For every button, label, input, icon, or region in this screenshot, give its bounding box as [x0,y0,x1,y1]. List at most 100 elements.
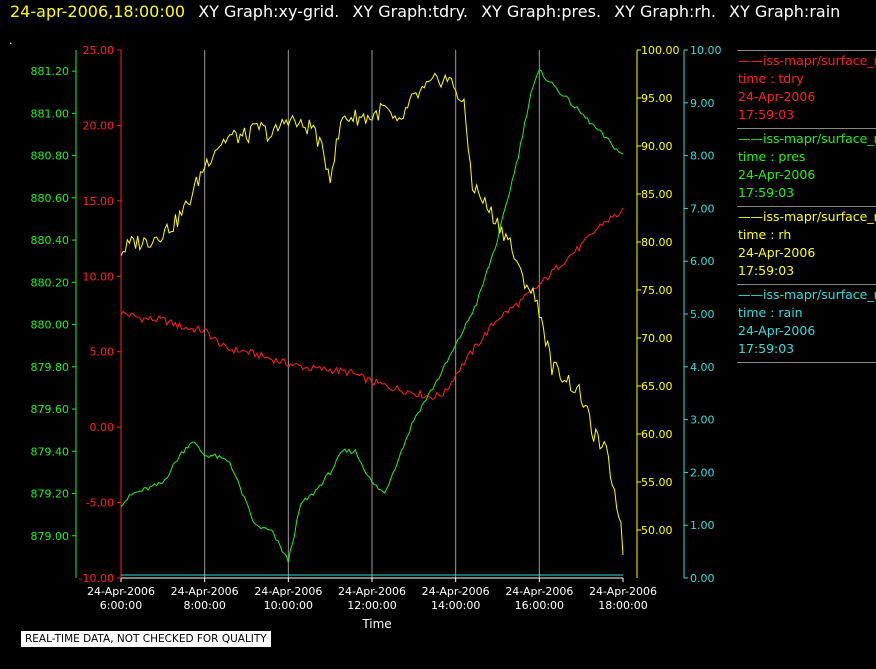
rh-tick-label: 70.00 [641,332,673,345]
x-tick-time: 18:00:00 [598,599,647,612]
legend-variable: time : rain [738,305,803,320]
x-tick-date: 24-Apr-2006 [422,585,490,598]
rh-tick-label: 100.00 [641,44,680,57]
x-tick-time: 12:00:00 [347,599,396,612]
legend-variable: time : pres [738,149,806,164]
legend: ——iss-mapr/surface_m time : tdry 24-Apr-… [737,50,876,363]
rh-tick-label: 55.00 [641,476,673,489]
rain-tick-label: 0.00 [690,572,715,585]
pres-tick-label: 879.60 [31,403,70,416]
legend-date: 24-Apr-2006 [738,245,816,260]
legend-source: ——iss-mapr/surface_m [738,287,876,302]
pres-tick-label: 879.20 [31,488,70,501]
pres-tick-label: 881.20 [31,65,70,78]
rain-tick-label: 1.00 [690,519,715,532]
rain-tick-label: 6.00 [690,255,715,268]
pres-tick-label: 881.00 [31,107,70,120]
pres-tick-label: 880.80 [31,150,70,163]
header-title-xy-grid: XY Graph:xy-grid. [198,2,340,21]
pres-tick-label: 880.40 [31,234,70,247]
pres-series-line [120,69,624,563]
rh-tick-label: 95.00 [641,92,673,105]
pres-tick-label: 879.00 [31,530,70,543]
rain-tick-label: 10.00 [690,44,722,57]
tdry-tick-label: 20.00 [83,119,115,132]
rain-tick-label: 4.00 [690,361,715,374]
tdry-tick-label: -5.00 [86,497,114,510]
legend-time: 17:59:03 [738,263,795,278]
rh-series-line [120,72,624,556]
rh-tick-label: 75.00 [641,284,673,297]
header-datetime: 24-apr-2006,18:00:00 [10,2,186,21]
series-lines [120,69,624,576]
legend-source: ——iss-mapr/surface_m [738,131,876,146]
x-tick-label: 24-Apr-2006 16:00:00 [505,585,573,612]
pres-tick-label: 880.20 [31,276,70,289]
x-tick-time: 6:00:00 [100,599,142,612]
header-title-pres: XY Graph:pres. [481,2,602,21]
tdry-tick-label: 0.00 [90,421,115,434]
header-title-rh: XY Graph:rh. [614,2,716,21]
pres-tick-label: 880.00 [31,319,70,332]
rh-tick-label: 50.00 [641,524,673,537]
grid-lines [204,50,540,578]
legend-time: 17:59:03 [738,341,795,356]
legend-source: ——iss-mapr/surface_m [738,209,876,224]
rh-tick-label: 65.00 [641,380,673,393]
legend-variable: time : tdry [738,71,804,86]
x-tick-date: 24-Apr-2006 [87,585,155,598]
rain-tick-label: 2.00 [690,466,715,479]
x-tick-label: 24-Apr-2006 18:00:00 [589,585,657,612]
legend-entry-tdry: ——iss-mapr/surface_m time : tdry 24-Apr-… [737,50,876,128]
x-tick-label: 24-Apr-2006 14:00:00 [422,585,490,612]
pres-tick-label: 879.40 [31,445,70,458]
x-tick-date: 24-Apr-2006 [338,585,406,598]
rh-tick-label: 60.00 [641,428,673,441]
x-tick-time: 8:00:00 [183,599,225,612]
header-title-rain: XY Graph:rain [729,2,841,21]
x-tick-date: 24-Apr-2006 [254,585,322,598]
tdry-series-line [120,207,624,401]
rh-tick-label: 90.00 [641,140,673,153]
rain-tick-label: 3.00 [690,414,715,427]
rain-tick-label: 5.00 [690,308,715,321]
legend-entry-rain: ——iss-mapr/surface_m time : rain 24-Apr-… [737,284,876,363]
rh-tick-label: 80.00 [641,236,673,249]
x-tick-time: 10:00:00 [264,599,313,612]
graph-header: 24-apr-2006,18:00:00 XY Graph:xy-grid. X… [10,2,840,21]
legend-entry-rh: ——iss-mapr/surface_m time : rh 24-Apr-20… [737,206,876,284]
legend-variable: time : rh [738,227,792,242]
pres-tick-label: 880.60 [31,192,70,205]
legend-entry-pres: ——iss-mapr/surface_m time : pres 24-Apr-… [737,128,876,206]
x-tick-time: 14:00:00 [431,599,480,612]
x-tick-time: 16:00:00 [515,599,564,612]
quality-banner: REAL-TIME DATA, NOT CHECKED FOR QUALITY [20,630,272,648]
x-axis-label: Time [361,617,391,631]
header-title-tdry: XY Graph:tdry. [352,2,468,21]
legend-date: 24-Apr-2006 [738,323,816,338]
tdry-tick-label: -10.00 [79,572,114,585]
tdry-tick-label: 5.00 [90,346,115,359]
rain-tick-label: 8.00 [690,150,715,163]
legend-time: 17:59:03 [738,107,795,122]
marker-dot: . [9,34,13,47]
x-tick-label: 24-Apr-2006 10:00:00 [254,585,322,612]
tdry-tick-label: 25.00 [83,44,115,57]
rh-tick-label: 85.00 [641,188,673,201]
rain-tick-label: 7.00 [690,202,715,215]
pres-tick-label: 879.80 [31,361,70,374]
legend-date: 24-Apr-2006 [738,89,816,104]
legend-source: ——iss-mapr/surface_m [738,53,876,68]
tdry-tick-label: 10.00 [83,270,115,283]
x-tick-label: 24-Apr-2006 12:00:00 [338,585,406,612]
x-tick-label: 24-Apr-2006 8:00:00 [171,585,239,612]
legend-date: 24-Apr-2006 [738,167,816,182]
x-tick-label: 24-Apr-2006 6:00:00 [87,585,155,612]
tdry-tick-label: 15.00 [83,195,115,208]
x-tick-date: 24-Apr-2006 [505,585,573,598]
x-tick-date: 24-Apr-2006 [589,585,657,598]
rain-tick-label: 9.00 [690,97,715,110]
x-tick-date: 24-Apr-2006 [171,585,239,598]
